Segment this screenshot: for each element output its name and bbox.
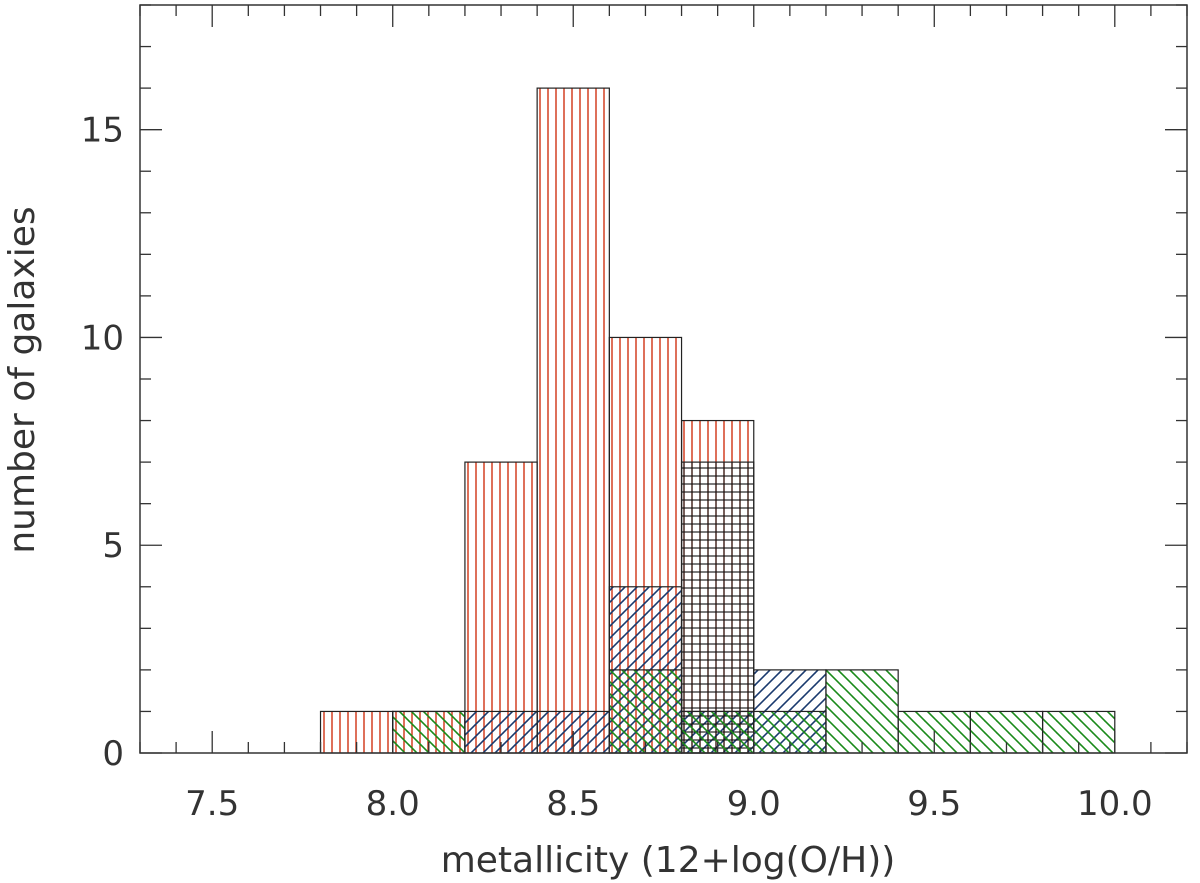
axis-ticks [139,4,1188,754]
x-tick-label: 8.0 [366,784,420,824]
x-tick-label: 10.0 [1077,784,1153,824]
histogram-bar [464,461,538,754]
histogram-bar [825,669,899,754]
x-tick-label: 9.0 [727,784,781,824]
histogram-bar [608,669,683,754]
histogram-bar [680,461,755,754]
y-axis-label: number of galaxies [2,206,43,553]
tick-labels: 7.5 8.0 8.5 9.0 9.5 10.0 0 5 10 15 [81,111,1153,824]
x-tick-label: 8.5 [546,784,600,824]
histogram-bars [319,87,1116,754]
x-axis-label: metallicity (12+log(O/H)) [441,840,896,881]
y-tick-label: 15 [81,111,124,151]
y-tick-label: 0 [102,734,124,774]
x-tick-label: 9.5 [907,784,961,824]
y-tick-label: 5 [102,526,124,566]
y-tick-label: 10 [81,318,124,358]
histogram-bar [536,87,610,754]
x-tick-label: 7.5 [185,784,239,824]
